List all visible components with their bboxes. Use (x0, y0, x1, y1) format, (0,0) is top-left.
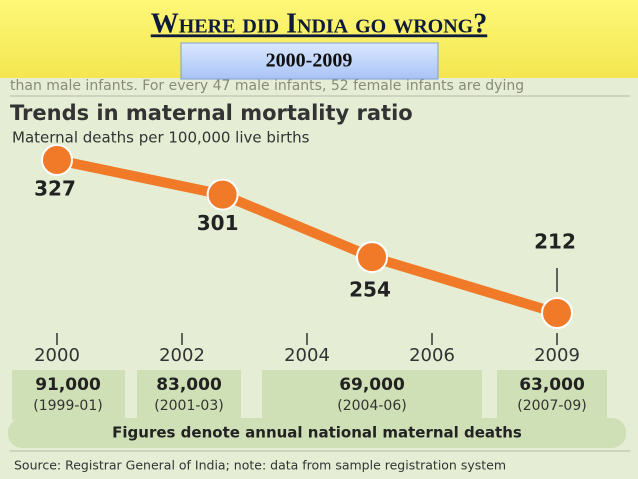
deaths-value: 91,000 (35, 375, 101, 395)
deaths-period: (1999-01) (33, 398, 102, 414)
data-label: 212 (534, 230, 576, 254)
deaths-box (262, 370, 482, 420)
marker (41, 144, 73, 176)
x-tick-label: 2002 (159, 345, 205, 366)
x-tick-label: 2004 (284, 345, 330, 366)
deaths-box (137, 370, 241, 420)
slide-subtitle: 2000-2009 (266, 50, 353, 72)
x-tick-label: 2000 (34, 345, 80, 366)
deaths-value: 63,000 (519, 375, 585, 395)
note-bar (8, 418, 626, 448)
data-label: 254 (349, 278, 391, 302)
chart-subtitle: Maternal deaths per 100,000 live births (12, 129, 310, 147)
source: Source: Registrar General of India; note… (14, 458, 506, 473)
chart-title: Trends in maternal mortality ratio (10, 101, 413, 125)
marker (541, 297, 573, 329)
data-label: 301 (197, 211, 239, 235)
deaths-box (497, 370, 607, 420)
note: Figures denote annual national maternal … (112, 424, 522, 442)
slide-title: Where did India go wrong? (151, 8, 487, 39)
deaths-box (12, 370, 125, 420)
behind-text: than male infants. For every 47 male inf… (10, 78, 524, 94)
line (55, 155, 559, 318)
data-label: 327 (34, 177, 76, 201)
deaths-period: (2007-09) (517, 398, 586, 414)
deaths-period: (2004-06) (337, 398, 406, 414)
x-tick-label: 2009 (534, 345, 580, 366)
x-tick-label: 2006 (409, 345, 455, 366)
subtitle-box (180, 42, 439, 80)
marker (356, 241, 388, 274)
deaths-value: 69,000 (339, 375, 405, 395)
deaths-value: 83,000 (156, 375, 222, 395)
marker (206, 178, 239, 211)
deaths-period: (2001-03) (154, 398, 223, 414)
